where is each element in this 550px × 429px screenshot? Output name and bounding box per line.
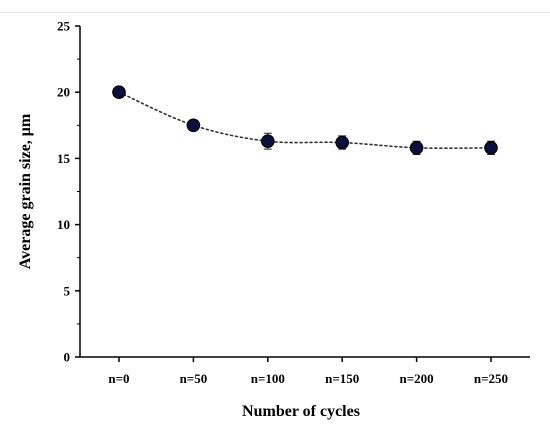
top-rule — [0, 12, 550, 13]
data-point — [112, 85, 126, 99]
axes — [79, 26, 530, 358]
data-point — [260, 134, 275, 148]
y-tick-label: 15 — [57, 151, 71, 166]
y-ticks: 0 5 10 15 20 25 — [57, 19, 80, 365]
data-point — [409, 141, 424, 155]
y-tick-label: 0 — [64, 350, 71, 365]
data-point — [484, 141, 498, 155]
x-tick-label: n=100 — [251, 371, 285, 386]
x-tick-label: n=150 — [325, 371, 359, 386]
x-tick-label: n=0 — [108, 371, 129, 386]
series-layer — [112, 85, 498, 155]
x-axis-title: Number of cycles — [242, 403, 360, 420]
y-tick-label: 25 — [57, 19, 71, 34]
data-point — [335, 135, 349, 150]
data-point — [186, 118, 201, 133]
y-tick-label: 10 — [57, 217, 70, 232]
y-tick-label: 5 — [64, 283, 71, 298]
x-tick-label: n=250 — [474, 371, 508, 386]
y-tick-label: 20 — [57, 85, 70, 100]
x-tick-label: n=50 — [180, 371, 208, 386]
x-ticks: n=0 n=50 n=100 n=150 n=200 n=250 — [108, 357, 508, 386]
y-axis-title: Average grain size, μm — [17, 113, 34, 269]
x-tick-label: n=200 — [400, 371, 434, 386]
series-line — [118, 91, 492, 150]
